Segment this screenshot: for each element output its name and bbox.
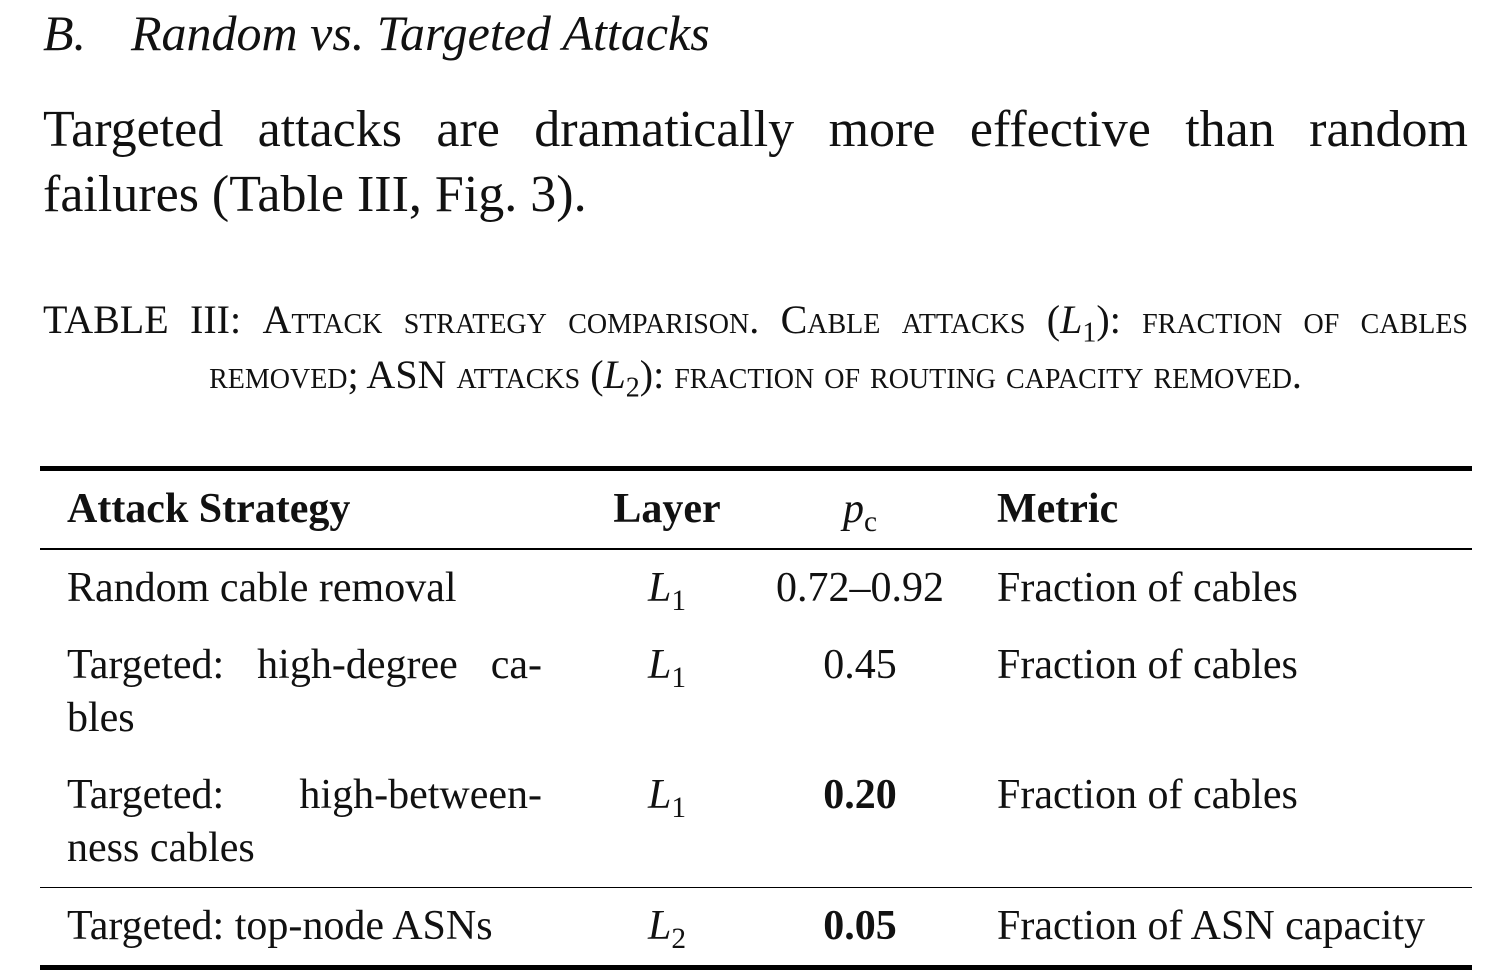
cell: Targeted: top-node ASNs: [40, 888, 542, 968]
subscript: 1: [1082, 317, 1097, 349]
cell: Targeted: high-between-ness cables: [40, 757, 542, 888]
section-heading: B. Random vs. Targeted Attacks: [43, 4, 710, 62]
caption-text: Attack strategy comparison. Cable attack…: [209, 297, 1469, 404]
table: Attack Strategy Layer pc Metric Random c…: [40, 466, 1472, 970]
subscript: 1: [671, 791, 687, 824]
subscript: 2: [671, 922, 687, 955]
cell: L1: [542, 627, 762, 757]
table-row: Random cable removal L1 0.72–0.92 Fraction …: [40, 549, 1472, 627]
cell: 0.20: [823, 772, 897, 818]
header-cell: Metric: [997, 486, 1119, 532]
cell-line: Random cable removal: [67, 565, 457, 611]
cell: Fraction of cables: [997, 772, 1298, 818]
cell-line: bles: [67, 695, 135, 741]
cell: L1: [542, 549, 762, 627]
math: L2: [603, 352, 640, 404]
subscript: c: [863, 505, 878, 538]
table-row: Targeted: high-degree ca-bles L1 0.45 Fract…: [40, 627, 1472, 757]
cell: L2: [542, 888, 762, 968]
cell-line: Targeted: high-between-: [67, 772, 542, 818]
subscript: 1: [671, 584, 687, 617]
math: pc: [842, 486, 878, 538]
header-cell: Layer: [613, 486, 721, 532]
subscript: 1: [671, 661, 687, 694]
caption-segment: Attack strategy comparison. Cable attack…: [262, 297, 1061, 342]
subscript: 2: [625, 372, 640, 404]
math: L2: [647, 903, 687, 955]
table-caption: TABLE III: Attack strategy comparison. C…: [43, 292, 1468, 402]
cell: 0.45: [823, 642, 897, 688]
cell: 0.05: [823, 903, 897, 949]
section-label: B.: [43, 5, 87, 61]
cell-line: Targeted: high-degree ca-: [67, 642, 542, 688]
header-cell: Attack Strategy: [67, 486, 351, 532]
cell-line: ness cables: [67, 825, 255, 871]
caption-segment: ): fraction of cables removed; ASN attac…: [209, 297, 1469, 397]
math: L1: [647, 772, 687, 824]
math: L1: [647, 642, 687, 694]
header-row: Attack Strategy Layer pc Metric: [40, 468, 1472, 550]
cell: 0.72–0.92: [776, 565, 944, 611]
table-row: Targeted: top-node ASNs L2 0.05 Fraction of…: [40, 887, 1472, 968]
caption-segment: ): fraction of routing capacity removed.: [639, 352, 1302, 397]
caption-label: TABLE III:: [43, 297, 242, 342]
paragraph: Targeted attacks are dramatically more e…: [43, 101, 1468, 223]
cell-line: Targeted: top-node ASNs: [67, 903, 493, 949]
section-title: Random vs. Targeted Attacks: [131, 5, 710, 61]
cell: Random cable removal: [40, 549, 542, 627]
cell: Fraction of ASN capacity: [997, 903, 1426, 949]
math: L1: [1060, 297, 1097, 349]
table-row: Targeted: high-between-ness cables L1 0.20…: [40, 757, 1472, 888]
cell: Fraction of cables: [997, 642, 1298, 688]
math: L1: [647, 565, 687, 617]
header-cell: pc: [762, 469, 958, 550]
cell: Fraction of cables: [997, 565, 1298, 611]
cell: Targeted: high-degree ca-bles: [40, 627, 542, 757]
cell: L1: [542, 757, 762, 888]
